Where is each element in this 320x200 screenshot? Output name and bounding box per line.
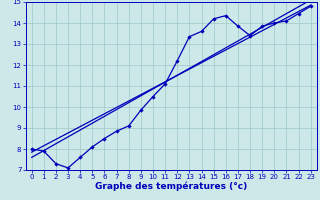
X-axis label: Graphe des températures (°c): Graphe des températures (°c) bbox=[95, 182, 247, 191]
